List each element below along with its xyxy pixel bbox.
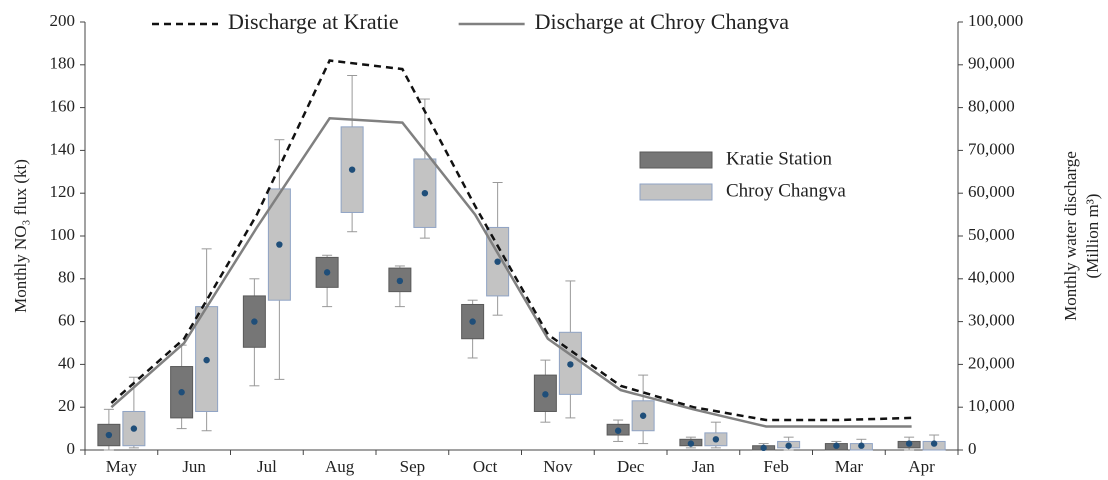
x-tick-label: Dec [617,457,645,476]
y2-axis-label: Monthly water discharge [1061,151,1080,321]
mean-dot [687,440,695,447]
x-tick-label: Feb [763,457,789,476]
y-tick-label: 40 [58,353,75,372]
mean-dot [905,440,913,447]
mean-dot [421,190,429,197]
y2-tick-label: 0 [968,439,977,458]
mean-dot [203,356,210,364]
mean-dot [712,436,720,443]
mean-dot [760,444,767,452]
y-tick-label: 120 [50,182,76,201]
legend-label: Discharge at Kratie [228,9,399,34]
y-tick-label: 20 [58,396,75,415]
y-tick-label: 80 [58,268,75,287]
x-tick-label: Sep [400,457,426,476]
mean-dot [858,442,865,449]
mean-dot [348,166,356,173]
y2-axis-label: (Million m³) [1083,194,1102,279]
mean-dot [494,258,501,265]
mean-dot [105,431,113,439]
mean-dot [323,269,331,276]
y2-tick-label: 20,000 [968,353,1015,372]
y-tick-label: 0 [67,439,76,458]
y2-tick-label: 80,000 [968,97,1015,116]
y-tick-label: 160 [50,97,76,116]
mean-dot [469,318,476,325]
x-tick-label: Nov [543,457,573,476]
legend-label: Chroy Changva [726,180,846,201]
legend-swatch [639,183,713,201]
x-tick-label: Apr [908,457,935,476]
y-tick-label: 200 [50,11,76,30]
y2-tick-label: 50,000 [968,225,1015,244]
y-tick-label: 140 [50,139,76,158]
x-tick-label: May [106,457,138,476]
mean-dot [785,442,792,449]
y2-tick-label: 30,000 [968,311,1015,330]
legend-label: Discharge at Chroy Changva [535,9,790,34]
line [110,59,912,422]
y-tick-label: 60 [58,311,75,330]
mean-dot [130,425,138,432]
x-tick-label: Jun [182,457,206,476]
x-tick-label: Jul [257,457,277,476]
y2-tick-label: 60,000 [968,182,1015,201]
y2-tick-label: 100,000 [968,11,1023,30]
mean-dot [567,361,574,368]
y2-tick-label: 70,000 [968,139,1015,158]
mean-dot [178,389,185,396]
mean-dot [639,412,647,419]
y2-tick-label: 10,000 [968,396,1015,415]
y-tick-label: 180 [50,54,76,73]
y-tick-label: 100 [50,225,76,244]
y2-tick-label: 40,000 [968,268,1015,287]
x-tick-label: Jan [692,457,715,476]
y2-tick-label: 90,000 [968,54,1015,73]
line [110,117,912,428]
mean-dot [614,427,622,434]
mean-dot [276,241,283,248]
legend-swatch [639,151,713,169]
y-axis-label: Monthly NO₃ flux (kt) [11,159,30,313]
mean-dot [833,442,840,449]
x-tick-label: Aug [325,457,355,476]
x-tick-label: Mar [835,457,864,476]
mean-dot [396,277,404,285]
mean-dot [930,440,938,447]
x-tick-label: Oct [473,457,498,476]
mean-dot [542,391,549,398]
mean-dot [251,318,258,325]
legend-label: Kratie Station [726,148,833,169]
